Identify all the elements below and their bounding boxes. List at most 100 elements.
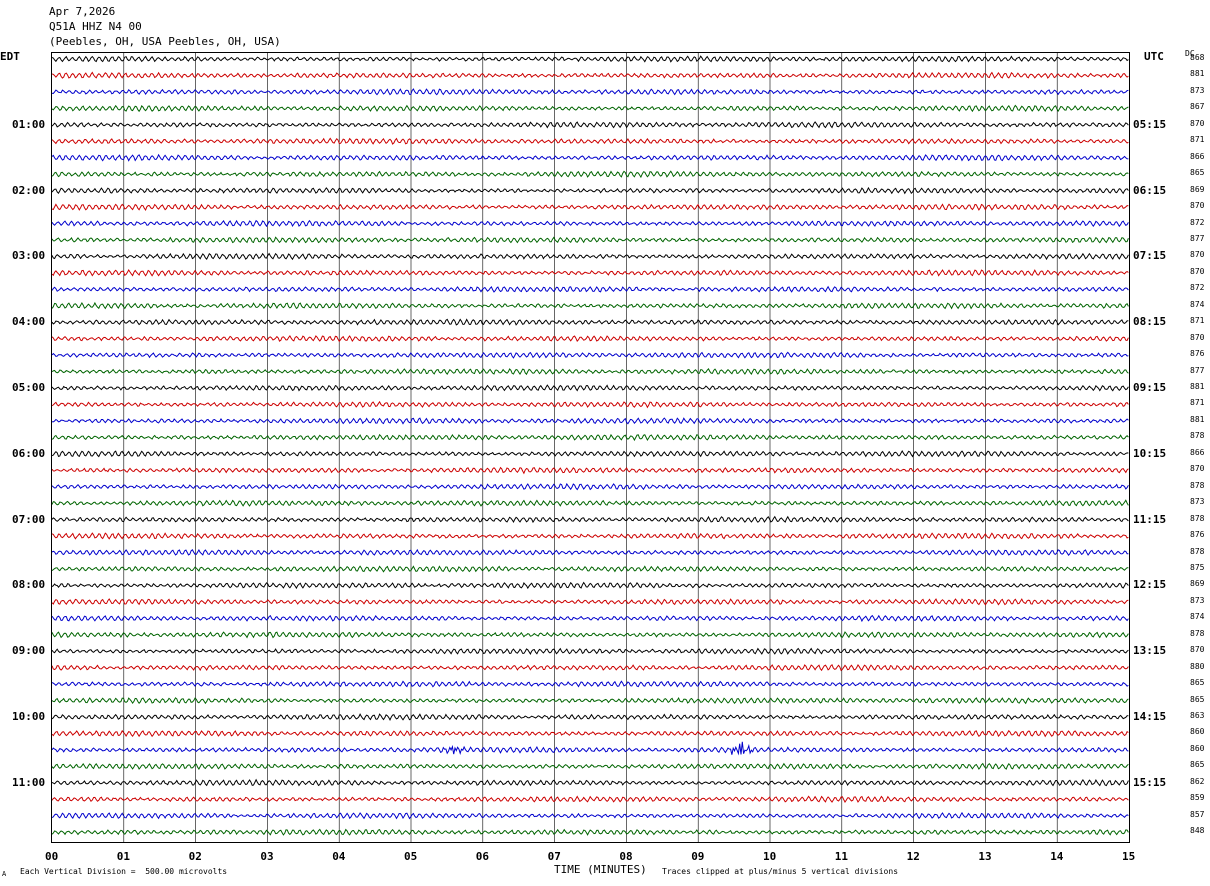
dc-offset-label: 848 bbox=[1190, 826, 1205, 836]
dc-offset-label: 865 bbox=[1190, 694, 1205, 704]
dc-offset-label: 866 bbox=[1190, 151, 1205, 161]
edt-hour-label: 11:00 bbox=[12, 775, 46, 789]
dc-offset-label: 878 bbox=[1190, 480, 1205, 490]
trace-line-24 bbox=[52, 450, 1129, 458]
x-tick-label: 02 bbox=[188, 850, 202, 863]
trace-line-22 bbox=[52, 417, 1129, 425]
dc-offset-label: 860 bbox=[1190, 727, 1205, 737]
edt-hour-label: 06:00 bbox=[12, 446, 46, 460]
trace-line-39 bbox=[52, 697, 1129, 705]
edt-hour-label: 01:00 bbox=[12, 117, 46, 131]
trace-line-46 bbox=[52, 811, 1129, 820]
dc-offset-label: 875 bbox=[1190, 562, 1205, 572]
trace-line-19 bbox=[52, 368, 1129, 376]
dc-offset-label: 881 bbox=[1190, 382, 1205, 391]
trace-line-21 bbox=[52, 400, 1129, 409]
dc-offset-label: 873 bbox=[1190, 497, 1205, 507]
utc-hour-label: 07:15 bbox=[1133, 249, 1167, 263]
x-tick-label: 00 bbox=[45, 850, 59, 863]
header-date: Apr 7,2026 bbox=[49, 5, 116, 18]
dc-offset-label: 867 bbox=[1190, 102, 1205, 112]
x-tick-label: 15 bbox=[1122, 850, 1136, 863]
trace-line-20 bbox=[52, 384, 1129, 392]
utc-hour-label: 08:15 bbox=[1133, 315, 1167, 329]
edt-hour-label: 02:00 bbox=[12, 183, 46, 197]
trace-line-29 bbox=[52, 532, 1129, 540]
trace-line-41 bbox=[52, 729, 1129, 738]
dc-offset-label: 868 bbox=[1190, 53, 1205, 62]
trace-line-9 bbox=[52, 203, 1129, 212]
trace-line-40 bbox=[52, 713, 1129, 722]
trace-line-26 bbox=[52, 482, 1129, 491]
dc-offset-label: 870 bbox=[1190, 645, 1205, 655]
trace-line-2 bbox=[52, 88, 1129, 96]
dc-offset-label: 871 bbox=[1190, 316, 1205, 326]
dc-offset-label: 881 bbox=[1190, 414, 1205, 424]
seismogram-traces bbox=[52, 53, 1129, 842]
edt-hour-label: 10:00 bbox=[12, 710, 46, 723]
trace-line-42 bbox=[52, 741, 1129, 756]
edt-hour-label: 04:00 bbox=[12, 315, 46, 329]
dc-offset-label: 873 bbox=[1190, 595, 1205, 605]
dc-offset-label: 857 bbox=[1190, 809, 1205, 819]
utc-hour-label: 15:15 bbox=[1133, 775, 1167, 789]
seismogram-plot bbox=[51, 52, 1130, 843]
dc-offset-label: 880 bbox=[1190, 661, 1205, 671]
utc-label: UTC bbox=[1144, 50, 1164, 63]
dc-offset-label: 869 bbox=[1190, 184, 1205, 194]
x-axis-title: TIME (MINUTES) bbox=[554, 863, 647, 876]
trace-line-30 bbox=[52, 548, 1129, 557]
trace-line-7 bbox=[52, 170, 1129, 179]
dc-offset-label: 870 bbox=[1190, 332, 1205, 342]
trace-line-10 bbox=[52, 219, 1129, 228]
clip-note: Traces clipped at plus/minus 5 vertical … bbox=[662, 867, 899, 876]
dc-label: DC bbox=[1185, 49, 1195, 58]
utc-hour-label: 12:15 bbox=[1133, 578, 1167, 592]
dc-offset-label: 878 bbox=[1190, 431, 1205, 441]
dc-offset-label: 865 bbox=[1190, 168, 1205, 178]
dc-offset-label: 866 bbox=[1190, 447, 1205, 457]
trace-line-44 bbox=[52, 778, 1129, 787]
dc-offset-label: 878 bbox=[1190, 628, 1205, 638]
trace-line-0 bbox=[52, 55, 1129, 63]
vertical-scale-note: Each Vertical Division = 500.00 microvol… bbox=[20, 867, 228, 876]
dc-offset-label: 872 bbox=[1190, 283, 1205, 293]
dc-offset-label: 865 bbox=[1190, 678, 1205, 688]
x-tick-label: 04 bbox=[332, 850, 346, 863]
dc-offset-label: 876 bbox=[1190, 349, 1205, 359]
trace-line-37 bbox=[52, 663, 1129, 672]
edt-hour-label: 08:00 bbox=[12, 578, 46, 592]
x-tick-label: 05 bbox=[404, 850, 418, 863]
dc-offset-label: 874 bbox=[1190, 299, 1205, 309]
dc-offset-label: 876 bbox=[1190, 530, 1205, 540]
dc-offset-label: 862 bbox=[1190, 776, 1205, 786]
dc-offset-label: 869 bbox=[1190, 579, 1205, 589]
dc-offset-label: 863 bbox=[1190, 711, 1205, 720]
x-tick-label: 12 bbox=[906, 850, 920, 863]
edt-hour-label: 03:00 bbox=[12, 249, 46, 263]
dc-offset-label: 871 bbox=[1190, 135, 1205, 145]
header-station: Q51A HHZ N4 00 bbox=[49, 20, 142, 33]
dc-offset-label: 878 bbox=[1190, 513, 1205, 523]
dc-offset-label: 870 bbox=[1190, 118, 1205, 128]
trace-line-5 bbox=[52, 137, 1129, 145]
dc-offset-label: 872 bbox=[1190, 217, 1205, 227]
utc-hour-label: 10:15 bbox=[1133, 446, 1167, 460]
dc-offset-label: 870 bbox=[1190, 464, 1205, 474]
x-tick-label: 01 bbox=[116, 850, 131, 863]
x-tick-label: 03 bbox=[260, 850, 274, 863]
trace-line-8 bbox=[52, 186, 1129, 195]
trace-line-33 bbox=[52, 598, 1129, 606]
dc-offset-label: 860 bbox=[1190, 743, 1205, 753]
x-tick-label: 06 bbox=[475, 850, 490, 863]
dc-offset-label: 871 bbox=[1190, 398, 1205, 408]
x-tick-label: 11 bbox=[834, 850, 849, 863]
trace-line-12 bbox=[52, 252, 1129, 261]
trace-line-32 bbox=[52, 581, 1129, 590]
utc-hour-label: 11:15 bbox=[1133, 512, 1167, 526]
trace-line-17 bbox=[52, 335, 1129, 343]
trace-line-16 bbox=[52, 318, 1129, 326]
trace-line-15 bbox=[52, 301, 1129, 310]
header-location: (Peebles, OH, USA Peebles, OH, USA) bbox=[49, 35, 281, 48]
trace-line-43 bbox=[52, 762, 1129, 770]
